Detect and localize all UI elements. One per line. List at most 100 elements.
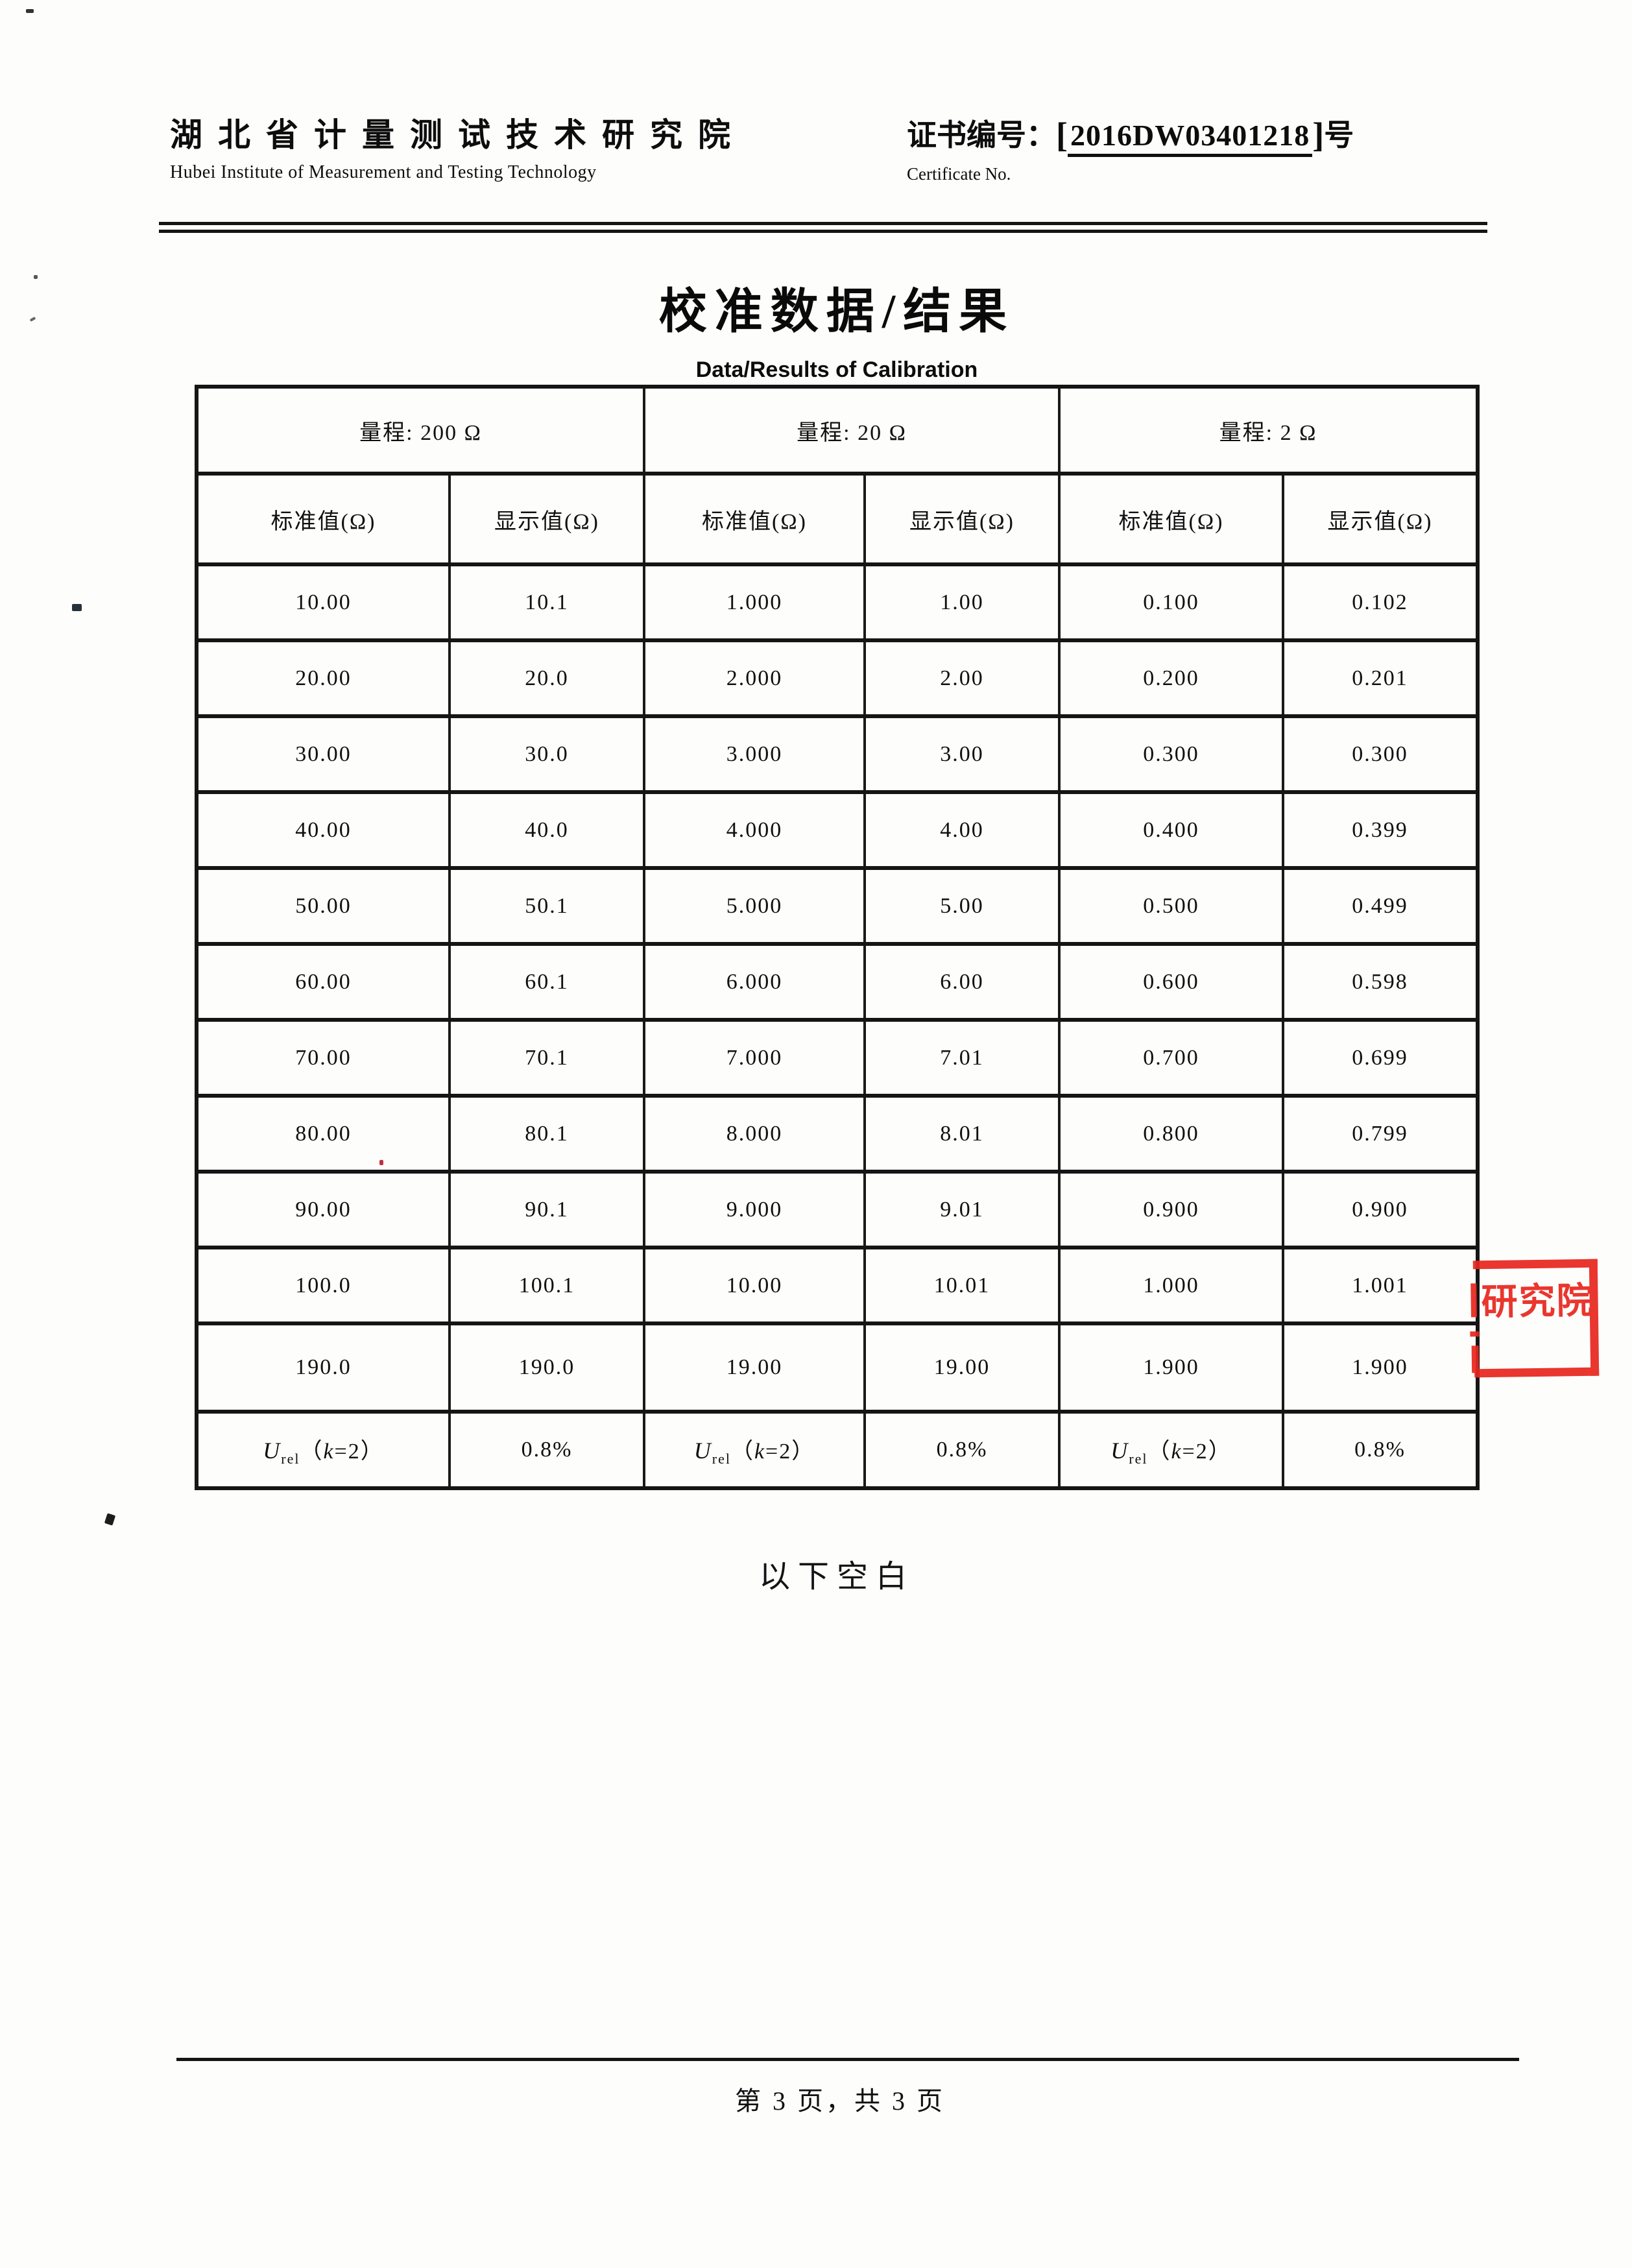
data-cell: 9.000 (643, 1170, 866, 1249)
data-cell: 10.1 (448, 562, 645, 642)
certificate-suffix: 号 (1324, 119, 1354, 152)
urel-k: k (1171, 1439, 1182, 1464)
table-row: 30.00 30.0 3.000 3.00 0.300 0.300 (195, 714, 1479, 794)
table-row: 10.00 10.1 1.000 1.00 0.100 0.102 (195, 562, 1479, 642)
uncertainty-value-cell: 0.8% (863, 1410, 1061, 1490)
range-cell-20: 量程: 20 Ω (643, 385, 1061, 476)
urel-subscript: rel (1129, 1450, 1148, 1467)
data-cell: 0.201 (1282, 638, 1479, 718)
data-cell: 0.102 (1282, 562, 1479, 642)
stamp-ink-fragment (1470, 1283, 1477, 1318)
data-cell: 0.300 (1282, 714, 1479, 794)
document-title-block: 校准数据/结果 Data/Results of Calibration (415, 272, 1258, 383)
header-rule-top (159, 222, 1487, 225)
data-cell: 2.00 (863, 638, 1061, 718)
header-certificate: 证书编号：[2016DW03401218]号 Certificate No. (907, 112, 1354, 184)
table-row: 20.00 20.0 2.000 2.00 0.200 0.201 (195, 638, 1479, 718)
data-cell: 1.00 (863, 562, 1061, 642)
data-cell: 20.0 (448, 638, 645, 718)
table-row: 50.00 50.1 5.000 5.00 0.500 0.499 (195, 866, 1479, 946)
data-cell: 0.400 (1058, 790, 1284, 870)
range-cell-2: 量程: 2 Ω (1058, 385, 1479, 476)
data-cell: 80.00 (195, 1094, 451, 1174)
table-row: 70.00 70.1 7.000 7.01 0.700 0.699 (195, 1018, 1479, 1098)
page-number: 第 3 页，共 3 页 (735, 2086, 945, 2116)
red-stamp: 研究院 (1470, 1259, 1600, 1378)
data-cell: 0.699 (1282, 1018, 1479, 1098)
data-cell: 8.000 (643, 1094, 866, 1174)
data-cell: 30.00 (195, 714, 451, 794)
data-cell: 3.000 (643, 714, 866, 794)
data-cell: 60.00 (195, 942, 451, 1022)
data-cell: 0.700 (1058, 1018, 1284, 1098)
data-cell: 3.00 (863, 714, 1061, 794)
certificate-label-en: Certificate No. (907, 164, 1011, 184)
data-cell: 8.01 (863, 1094, 1061, 1174)
urel-paren-open: （ (1147, 1439, 1171, 1464)
scan-speck (26, 9, 34, 13)
data-cell: 0.600 (1058, 942, 1284, 1022)
data-cell: 6.00 (863, 942, 1061, 1022)
certificate-label-cn: 证书编号： (907, 119, 1056, 152)
blank-below-note: 以下空白 (758, 1560, 915, 1594)
data-cell: 70.1 (448, 1018, 645, 1098)
data-cell: 190.0 (195, 1321, 451, 1414)
data-cell: 2.000 (643, 638, 866, 718)
data-cell: 60.1 (448, 942, 645, 1022)
data-cell: 30.0 (448, 714, 645, 794)
range-row: 量程: 200 Ω 量程: 20 Ω 量程: 2 Ω (195, 385, 1479, 476)
urel-k: k (754, 1439, 766, 1464)
data-cell: 0.598 (1282, 942, 1479, 1022)
urel-subscript: rel (712, 1450, 731, 1467)
data-cell: 0.200 (1058, 638, 1284, 718)
column-header-cell: 显示值(Ω) (863, 472, 1061, 566)
urel-paren-open: （ (730, 1439, 754, 1464)
table-row: 40.00 40.0 4.000 4.00 0.400 0.399 (195, 790, 1479, 870)
data-cell: 5.000 (643, 866, 866, 946)
uncertainty-value-cell: 0.8% (448, 1410, 645, 1490)
table-row: 80.00 80.1 8.000 8.01 0.800 0.799 (195, 1094, 1479, 1174)
data-cell: 50.00 (195, 866, 451, 946)
data-cell: 4.000 (643, 790, 866, 870)
data-cell: 0.900 (1058, 1170, 1284, 1249)
stamp-ink-fragment (1471, 1345, 1480, 1373)
data-cell: 19.00 (863, 1321, 1061, 1414)
range-cell-200: 量程: 200 Ω (195, 385, 645, 476)
data-cell: 10.00 (643, 1246, 866, 1325)
table-row: 60.00 60.1 6.000 6.00 0.600 0.598 (195, 942, 1479, 1022)
header-institute: 湖北省计量测试技术研究院 Hubei Institute of Measurem… (170, 109, 746, 183)
data-cell: 0.800 (1058, 1094, 1284, 1174)
institute-name-en: Hubei Institute of Measurement and Testi… (170, 162, 597, 182)
data-cell: 1.000 (643, 562, 866, 642)
page-title-en: Data/Results of Calibration (695, 357, 978, 382)
calibration-table: 量程: 200 Ω 量程: 20 Ω 量程: 2 Ω 标准值(Ω) 显示值(Ω)… (195, 385, 1480, 1490)
data-cell: 1.900 (1282, 1321, 1479, 1414)
data-cell: 7.000 (643, 1018, 866, 1098)
stamp-ink-fragment (1470, 1331, 1480, 1337)
data-cell: 0.900 (1282, 1170, 1479, 1249)
column-header-cell: 标准值(Ω) (195, 472, 451, 566)
data-cell: 9.01 (863, 1170, 1061, 1249)
data-cell: 0.500 (1058, 866, 1284, 946)
data-cell: 40.00 (195, 790, 451, 870)
urel-k: k (323, 1439, 335, 1464)
urel-paren-open: （ (300, 1439, 324, 1464)
data-cell: 10.01 (863, 1246, 1061, 1325)
data-cell: 20.00 (195, 638, 451, 718)
data-cell: 0.499 (1282, 866, 1479, 946)
scan-speck (379, 1160, 383, 1165)
certificate-number: 2016DW03401218 (1067, 119, 1313, 157)
data-cell: 1.001 (1282, 1246, 1479, 1325)
certificate-close-bracket: ] (1312, 115, 1325, 154)
data-cell: 10.00 (195, 562, 451, 642)
urel-paren-close: =2） (334, 1439, 384, 1464)
data-cell: 0.100 (1058, 562, 1284, 642)
institute-name-cn: 湖北省计量测试技术研究院 (170, 117, 746, 153)
uncertainty-label-cell: Urel（k=2） (643, 1410, 866, 1490)
table-row: 100.0 100.1 10.00 10.01 1.000 1.001 (195, 1246, 1479, 1325)
data-cell: 100.1 (448, 1246, 645, 1325)
data-cell: 0.799 (1282, 1094, 1479, 1174)
column-header-cell: 标准值(Ω) (643, 472, 866, 566)
urel-symbol: U (263, 1437, 282, 1464)
